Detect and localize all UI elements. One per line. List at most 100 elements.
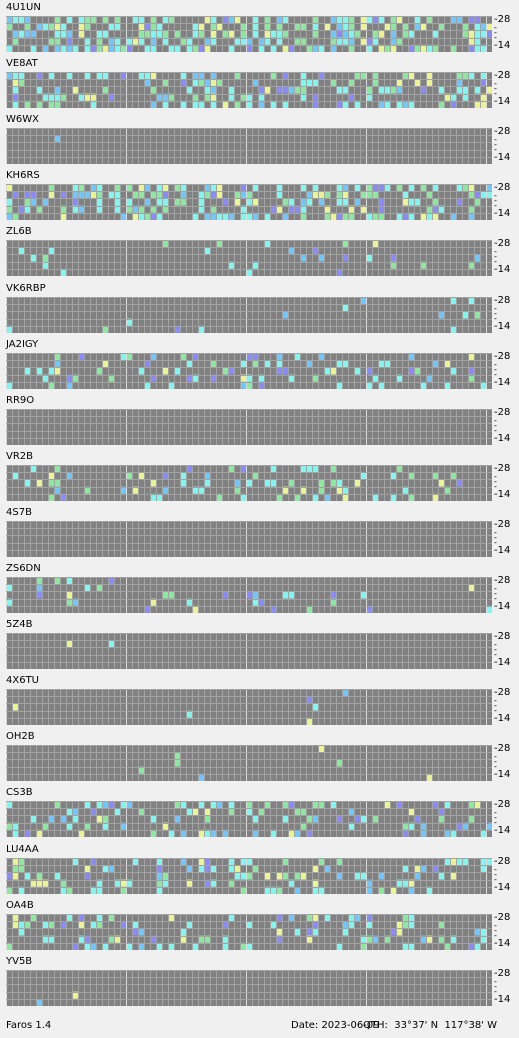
signal-cell — [78, 935, 84, 943]
signal-cell — [342, 191, 348, 199]
signal-cell — [18, 864, 24, 872]
signal-cell — [96, 815, 102, 823]
signal-cell — [120, 822, 126, 831]
signal-cell — [174, 325, 180, 333]
signal-cell — [54, 352, 60, 360]
scale-label-28: -28 — [494, 14, 511, 25]
signal-cell — [312, 864, 318, 872]
band-grid — [6, 857, 492, 894]
signal-cell — [360, 471, 366, 480]
signal-cell — [486, 30, 492, 38]
signal-cell — [318, 745, 324, 753]
signal-cell — [180, 198, 186, 206]
signal-cell — [234, 37, 240, 45]
signal-cell — [150, 213, 156, 221]
signal-cell — [162, 591, 168, 599]
band-grid-svg — [6, 184, 492, 221]
signal-cell — [246, 93, 252, 101]
signal-cell — [258, 37, 264, 45]
signal-cell — [312, 44, 318, 52]
signal-cell — [108, 191, 114, 199]
status-qth: QTH: 33°37' N 117°38' W — [363, 1020, 498, 1031]
signal-cell — [474, 44, 480, 52]
band-scale: -28- - - -14 — [494, 463, 519, 504]
signal-cell — [312, 464, 318, 472]
scale-label-14: -14 — [494, 320, 511, 332]
signal-cell — [108, 44, 114, 52]
band-grid — [6, 352, 492, 389]
signal-cell — [432, 359, 438, 367]
scale-label-28: -28 — [494, 238, 511, 250]
signal-cell — [138, 23, 144, 31]
signal-cell — [168, 16, 174, 24]
signal-cell — [474, 801, 480, 809]
signal-cell — [390, 927, 396, 936]
signal-cell — [60, 920, 66, 928]
signal-cell — [132, 857, 138, 865]
signal-cell — [288, 913, 294, 921]
signal-cell — [66, 591, 72, 599]
signal-cell — [144, 44, 150, 52]
signal-cell — [36, 205, 42, 214]
signal-cell — [6, 205, 12, 214]
signal-cell — [156, 184, 162, 192]
signal-cell — [186, 864, 192, 872]
signal-cell — [378, 100, 384, 109]
signal-cell — [12, 213, 18, 221]
signal-cell — [408, 920, 414, 928]
signal-cell — [48, 935, 54, 943]
signal-cell — [96, 879, 102, 887]
signal-cell — [312, 93, 318, 101]
signal-cell — [162, 184, 168, 192]
signal-cell — [198, 205, 204, 214]
band-grid-svg — [6, 689, 492, 726]
signal-cell — [312, 886, 318, 894]
signal-cell — [282, 857, 288, 865]
signal-cell — [336, 37, 342, 45]
signal-cell — [366, 93, 372, 101]
signal-cell — [162, 471, 168, 480]
signal-cell — [276, 935, 282, 943]
signal-cell — [24, 205, 30, 214]
scale-dashes: --- — [494, 415, 497, 435]
signal-cell — [420, 23, 426, 31]
signal-cell — [138, 213, 144, 221]
signal-cell — [336, 191, 342, 199]
beacon-vr2b: VR2B -28- - - -14 — [0, 449, 519, 505]
signal-cell — [366, 913, 372, 921]
scale-label-28: -28 — [494, 518, 511, 530]
signal-cell — [312, 191, 318, 199]
signal-cell — [36, 830, 42, 838]
signal-cell — [6, 184, 12, 192]
signal-cell — [354, 72, 360, 80]
signal-cell — [282, 486, 288, 494]
signal-cell — [162, 191, 168, 199]
signal-cell — [294, 871, 300, 880]
signal-cell — [126, 801, 132, 809]
signal-cell — [150, 598, 156, 606]
signal-cell — [300, 213, 306, 221]
signal-cell — [6, 871, 12, 880]
signal-cell — [348, 37, 354, 45]
signal-cell — [156, 871, 162, 880]
signal-cell — [300, 464, 306, 472]
signal-cell — [378, 44, 384, 52]
signal-cell — [24, 871, 30, 880]
scale-dashes: --- — [494, 471, 497, 491]
signal-cell — [336, 86, 342, 94]
signal-cell — [96, 30, 102, 38]
signal-cell — [66, 577, 72, 585]
signal-cell — [342, 486, 348, 494]
signal-cell — [432, 184, 438, 192]
signal-cell — [222, 920, 228, 928]
signal-cell — [330, 44, 336, 52]
signal-cell — [192, 942, 198, 950]
signal-cell — [54, 871, 60, 880]
signal-cell — [288, 879, 294, 887]
signal-cell — [36, 879, 42, 887]
scale-label-28: -28 — [494, 967, 511, 979]
signal-cell — [396, 184, 402, 192]
signal-cell — [468, 213, 474, 221]
signal-cell — [270, 30, 276, 38]
signal-cell — [36, 998, 42, 1006]
